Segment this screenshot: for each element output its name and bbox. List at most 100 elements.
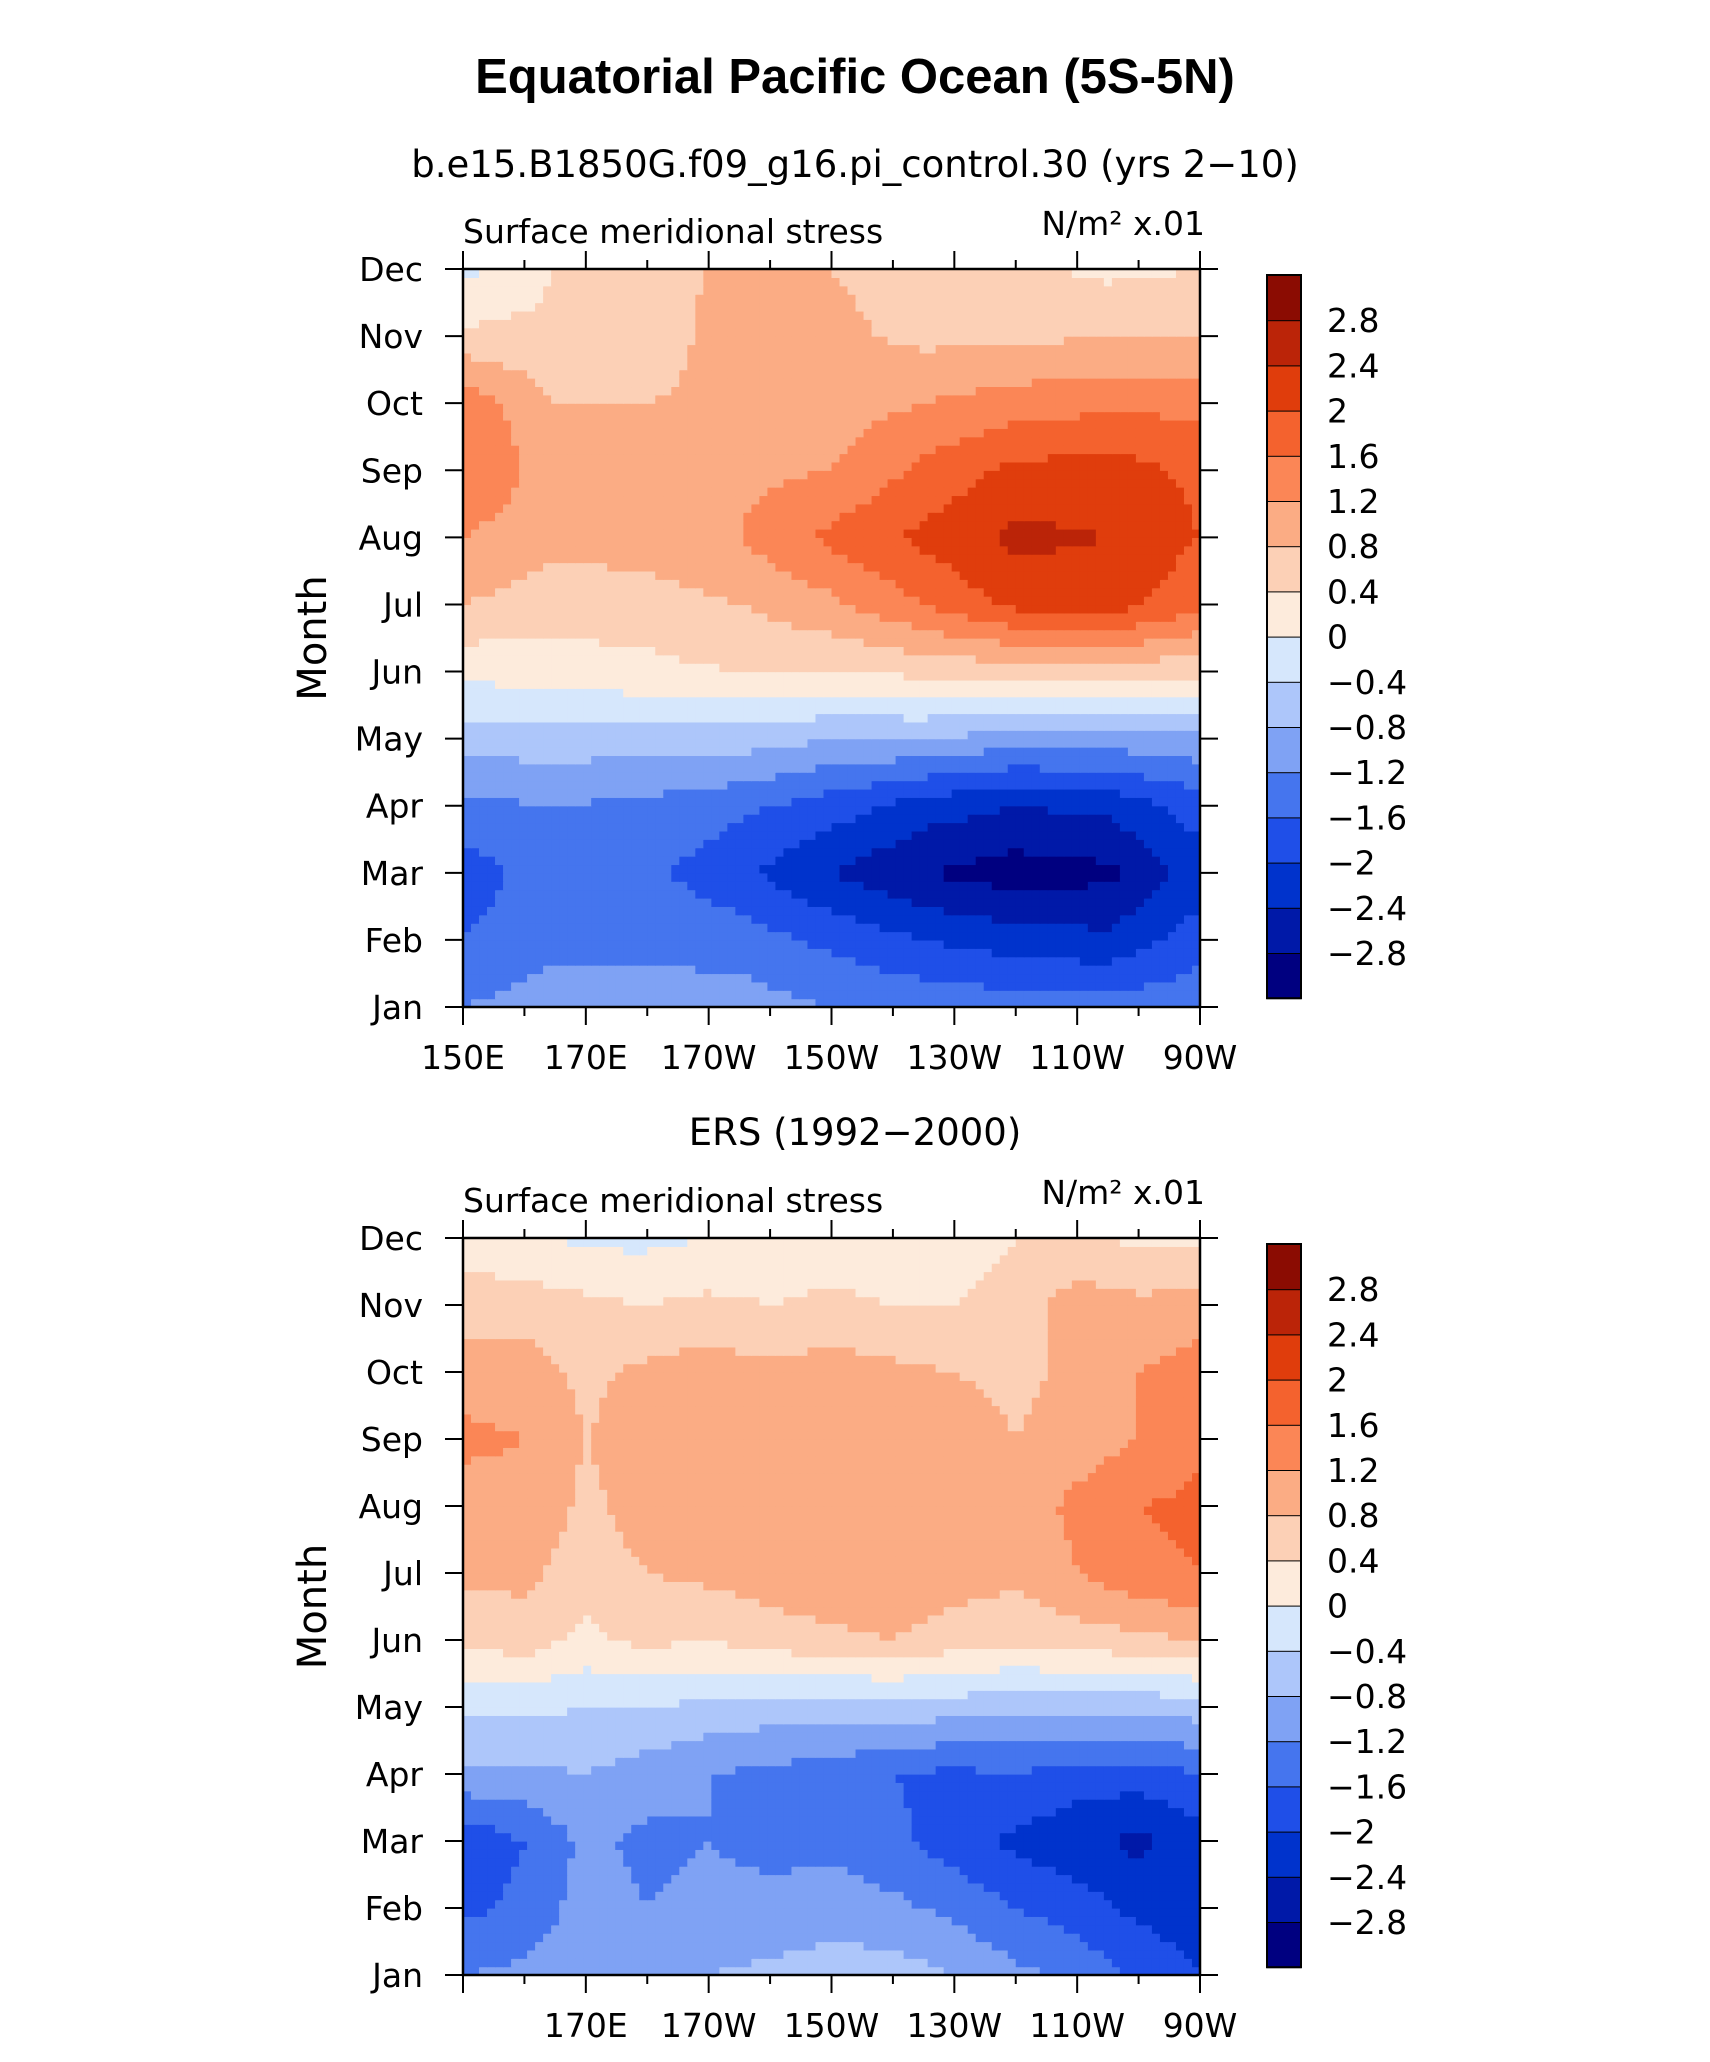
contour-cell bbox=[623, 788, 632, 798]
contour-cell bbox=[647, 981, 656, 991]
contour-cell bbox=[1183, 856, 1193, 866]
contour-cell bbox=[623, 554, 632, 564]
contour-cell bbox=[1095, 738, 1105, 748]
contour-cell bbox=[567, 612, 576, 622]
contour-cell bbox=[1151, 847, 1161, 857]
contour-cell bbox=[663, 730, 672, 740]
contour-cell bbox=[631, 772, 640, 782]
contour-cell bbox=[551, 998, 560, 1007]
contour-cell bbox=[519, 663, 528, 673]
contour-cell bbox=[775, 713, 785, 723]
contour-cell bbox=[903, 948, 913, 958]
contour-cell bbox=[975, 897, 985, 907]
contour-cell bbox=[767, 671, 777, 681]
contour-cell bbox=[975, 612, 985, 622]
contour-cell bbox=[1079, 931, 1089, 941]
contour-cell bbox=[551, 629, 560, 639]
contour-cell bbox=[583, 948, 592, 958]
contour-cell bbox=[871, 939, 881, 949]
contour-cell bbox=[671, 914, 680, 924]
contour-cell bbox=[991, 570, 1001, 580]
contour-cell bbox=[1095, 889, 1105, 899]
contour-cell bbox=[655, 570, 664, 580]
contour-cell bbox=[1031, 939, 1041, 949]
contour-cell bbox=[1071, 981, 1081, 991]
contour-cell bbox=[543, 788, 552, 798]
contour-cell bbox=[807, 822, 817, 832]
contour-cell bbox=[679, 679, 688, 689]
contour-cell bbox=[551, 864, 560, 874]
contour-cell bbox=[967, 780, 977, 790]
contour-cell bbox=[1127, 914, 1137, 924]
contour-cell bbox=[575, 856, 584, 866]
contour-cell bbox=[1095, 839, 1105, 849]
contour-cell bbox=[871, 772, 881, 782]
contour-cell bbox=[807, 897, 817, 907]
contour-cell bbox=[1095, 830, 1105, 840]
contour-cell bbox=[511, 881, 520, 891]
contour-cell bbox=[783, 554, 793, 564]
contour-cell bbox=[879, 931, 889, 941]
contour-cell bbox=[727, 654, 736, 664]
contour-cell bbox=[815, 856, 825, 866]
contour-cell bbox=[1119, 755, 1129, 765]
contour-cell bbox=[799, 780, 809, 790]
contour-cell bbox=[711, 973, 720, 983]
contour-cell bbox=[847, 864, 857, 874]
contour-cell bbox=[743, 780, 752, 790]
contour-cell bbox=[1191, 654, 1200, 664]
contour-cell bbox=[1183, 663, 1193, 673]
contour-cell bbox=[1063, 772, 1073, 782]
contour-cell bbox=[631, 906, 640, 916]
contour-cell bbox=[583, 906, 592, 916]
contour-cell bbox=[903, 788, 913, 798]
contour-cell bbox=[911, 587, 921, 597]
contour-cell bbox=[983, 805, 993, 815]
contour-cell bbox=[943, 721, 953, 731]
contour-cell bbox=[631, 914, 640, 924]
contour-cell bbox=[815, 923, 825, 933]
contour-cell bbox=[807, 621, 817, 631]
contour-cell bbox=[1047, 948, 1057, 958]
contour-cell bbox=[695, 797, 704, 807]
contour-cell bbox=[751, 973, 760, 983]
contour-cell bbox=[1031, 721, 1041, 731]
contour-cell bbox=[967, 738, 977, 748]
contour-cell bbox=[559, 906, 568, 916]
contour-cell bbox=[927, 654, 937, 664]
contour-cell bbox=[759, 688, 769, 698]
contour-cell bbox=[463, 990, 472, 1000]
contour-cell bbox=[463, 948, 472, 958]
contour-cell bbox=[879, 671, 889, 681]
contour-cell bbox=[1159, 763, 1169, 773]
contour-cell bbox=[631, 696, 640, 706]
contour-cell bbox=[871, 881, 881, 891]
contour-cell bbox=[1103, 654, 1113, 664]
contour-cell bbox=[487, 612, 496, 622]
contour-cell bbox=[615, 981, 624, 991]
contour-cell bbox=[639, 663, 648, 673]
contour-cell bbox=[847, 696, 857, 706]
contour-cell bbox=[559, 973, 568, 983]
contour-cell bbox=[863, 663, 873, 673]
contour-cell bbox=[495, 554, 504, 564]
contour-cell bbox=[471, 814, 480, 824]
contour-cell bbox=[671, 797, 680, 807]
contour-cell bbox=[1175, 562, 1185, 572]
contour-cell bbox=[975, 579, 985, 589]
contour-cell bbox=[487, 562, 496, 572]
contour-cell bbox=[855, 956, 865, 966]
contour-cell bbox=[783, 671, 793, 681]
contour-cell bbox=[727, 570, 736, 580]
contour-cell bbox=[783, 990, 793, 1000]
contour-cell bbox=[471, 747, 480, 757]
contour-cell bbox=[1095, 914, 1105, 924]
contour-cell bbox=[1191, 805, 1200, 815]
contour-cell bbox=[1151, 772, 1161, 782]
contour-cell bbox=[559, 998, 568, 1007]
contour-cell bbox=[767, 814, 777, 824]
contour-cell bbox=[1103, 814, 1113, 824]
contour-cell bbox=[1103, 604, 1113, 614]
contour-cell bbox=[1127, 730, 1137, 740]
contour-cell bbox=[599, 646, 608, 656]
